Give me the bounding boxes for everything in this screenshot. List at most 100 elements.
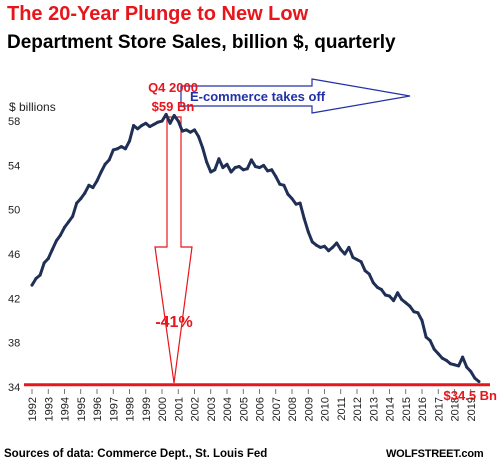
x-tick-label: 2003 (206, 397, 218, 421)
data-point (453, 363, 456, 367)
x-tick-label: 2014 (385, 397, 397, 421)
data-point (249, 158, 253, 162)
y-axis: 34 38 42 46 50 54 58 (8, 116, 20, 394)
data-point (432, 347, 436, 351)
data-point (34, 276, 38, 280)
data-point (282, 183, 286, 187)
data-point (225, 162, 229, 166)
x-tick-label: 1999 (141, 397, 153, 421)
data-point (95, 179, 99, 183)
x-tick-label: 2016 (417, 397, 429, 421)
data-point (83, 191, 87, 195)
y-tick-label: 42 (8, 293, 20, 305)
data-point (233, 166, 237, 170)
data-point (38, 273, 42, 277)
data-point (331, 245, 335, 249)
data-point (457, 364, 461, 368)
chart-title: The 20-Year Plunge to New Low (7, 3, 309, 25)
y-tick-label: 34 (8, 382, 20, 394)
data-point (323, 244, 326, 248)
data-point (400, 298, 404, 301)
data-point (144, 121, 148, 125)
data-point (306, 230, 310, 234)
data-point (420, 319, 424, 322)
x-tick-label: 2017 (433, 397, 445, 421)
data-point (270, 168, 274, 172)
brand-logo: WOLFSTREET.com (386, 448, 484, 460)
data-point (473, 376, 477, 380)
data-point (465, 365, 469, 369)
data-point (91, 186, 95, 190)
x-tick-label: 1997 (108, 397, 120, 421)
data-point (258, 166, 261, 170)
data-point (286, 192, 290, 196)
x-tick-label: 1994 (60, 397, 72, 421)
data-point (262, 163, 266, 167)
y-tick-label: 54 (8, 160, 20, 172)
x-tick-label: 2015 (401, 397, 413, 421)
data-point (343, 252, 347, 256)
data-point (115, 147, 119, 151)
x-tick-label: 2019 (466, 397, 478, 421)
source-note: Sources of data: Commerce Dept., St. Lou… (4, 448, 268, 460)
data-point (188, 130, 192, 134)
data-point (266, 169, 270, 173)
data-point (245, 167, 249, 171)
data-point (327, 249, 331, 253)
x-tick-label: 1995 (76, 397, 88, 421)
x-tick-label: 2018 (450, 397, 462, 421)
x-tick-label: 2011 (336, 397, 348, 421)
ecommerce-label: E-commerce takes off (190, 89, 326, 104)
data-point (436, 352, 440, 356)
data-point (383, 293, 387, 297)
data-point (339, 248, 343, 252)
data-point (197, 135, 201, 139)
decline-percent-label: -41% (155, 314, 192, 331)
data-point (388, 294, 391, 298)
data-point (148, 125, 152, 129)
x-tick-label: 2013 (368, 397, 380, 421)
data-point (477, 380, 481, 383)
x-tick-label: 1993 (43, 397, 55, 421)
low-value-label: $34.5 Bn (444, 388, 498, 403)
data-point (58, 233, 62, 237)
data-point (87, 183, 91, 187)
x-tick-label: 1996 (92, 397, 104, 421)
y-tick-label: 38 (8, 338, 20, 350)
data-point (67, 220, 71, 224)
data-point (444, 358, 448, 362)
data-point (217, 157, 221, 161)
data-point (119, 145, 123, 149)
data-point (428, 339, 432, 342)
data-point (290, 197, 294, 201)
data-point (193, 128, 196, 132)
data-point (416, 311, 420, 315)
x-tick-label: 2012 (352, 397, 364, 421)
data-point (180, 129, 184, 133)
data-point (172, 114, 176, 117)
data-point (302, 217, 306, 221)
data-point (298, 201, 302, 205)
data-point (221, 166, 225, 170)
data-point (136, 127, 140, 131)
x-axis: 1992 1993 1994 1995 1996 1997 1998 1999 2000 2001… (27, 389, 478, 421)
data-point (103, 162, 107, 166)
data-point (111, 148, 115, 152)
data-point (371, 281, 375, 285)
data-point (278, 182, 282, 186)
x-tick-label: 2002 (190, 397, 202, 421)
data-point (201, 146, 205, 150)
data-point (408, 304, 412, 308)
data-point (379, 288, 383, 291)
data-point (128, 139, 131, 143)
data-point (253, 165, 257, 168)
x-tick-label: 2000 (157, 397, 169, 421)
data-point (156, 120, 160, 124)
data-point (50, 248, 54, 252)
data-point (448, 362, 452, 366)
x-tick-label: 2006 (255, 397, 267, 421)
data-point (54, 239, 58, 243)
y-tick-label: 58 (8, 116, 20, 128)
data-point (440, 356, 444, 360)
